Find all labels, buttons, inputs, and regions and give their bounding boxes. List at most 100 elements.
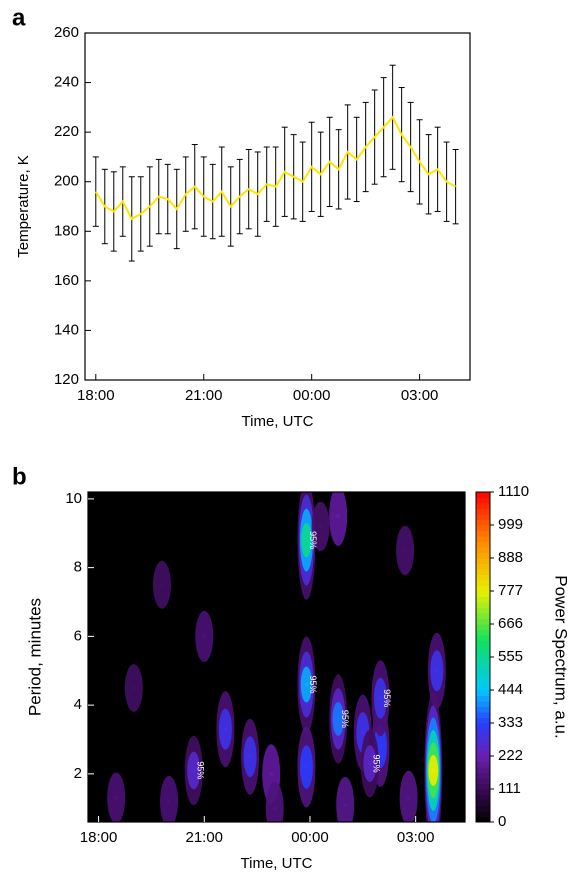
colorbar-step xyxy=(476,602,490,608)
y-tick-label: 220 xyxy=(54,123,79,140)
contour-level xyxy=(160,775,179,822)
colorbar-step xyxy=(476,679,490,685)
colorbar-tick-label: 0 xyxy=(498,813,506,830)
y-axis-label: Period, minutes xyxy=(25,598,44,716)
series xyxy=(92,64,459,262)
power-peak xyxy=(378,744,383,749)
colorbar-step xyxy=(476,761,490,768)
power-peak xyxy=(114,795,119,800)
power-peak xyxy=(378,696,383,701)
power-peak xyxy=(318,524,323,529)
y-tick-label: 6 xyxy=(74,627,82,644)
y-tick-label: 10 xyxy=(65,490,82,507)
power-peak xyxy=(360,730,365,735)
colorbar-step xyxy=(476,503,490,509)
panel-label: a xyxy=(12,4,26,31)
x-tick-label: 18:00 xyxy=(77,387,115,404)
significance-label: 95% xyxy=(371,755,381,773)
plot-background xyxy=(85,33,470,380)
y-tick-label: 8 xyxy=(74,559,82,576)
colorbar-step xyxy=(476,580,490,586)
colorbar-step xyxy=(476,662,490,669)
power-peak xyxy=(403,548,408,553)
colorbar-step xyxy=(476,541,490,548)
colorbar-step xyxy=(476,585,490,592)
colorbar-step xyxy=(476,651,490,658)
significance-label: 95% xyxy=(382,689,392,707)
colorbar-tick-label: 333 xyxy=(498,714,523,731)
y-tick-label: 2 xyxy=(74,765,82,782)
power-peak xyxy=(223,727,228,732)
x-tick-label: 03:00 xyxy=(397,829,435,846)
power-peak xyxy=(269,771,274,776)
y-tick-label: 140 xyxy=(54,321,79,338)
colorbar-tick-label: 666 xyxy=(498,615,523,632)
colorbar-step xyxy=(476,530,490,537)
colorbar-step xyxy=(476,668,490,674)
colorbar-step xyxy=(476,536,490,542)
colorbar-step xyxy=(476,794,490,801)
colorbar-tick-label: 444 xyxy=(498,681,523,698)
colorbar-tick-label: 999 xyxy=(498,516,523,533)
power-peak xyxy=(431,768,436,773)
colorbar-step xyxy=(476,613,490,619)
temperature-line xyxy=(94,115,457,221)
colorbar-tick-label: 111 xyxy=(498,780,521,797)
power-peak xyxy=(131,685,136,690)
colorbar-step xyxy=(476,673,490,680)
significance-label: 95% xyxy=(308,531,318,549)
colorbar-step xyxy=(476,739,490,746)
colorbar-step xyxy=(476,690,490,696)
colorbar-step xyxy=(476,514,490,520)
y-tick-label: 120 xyxy=(54,371,79,388)
colorbar-step xyxy=(476,717,490,724)
power-peak xyxy=(304,765,309,769)
colorbar-step xyxy=(476,811,490,817)
y-tick-label: 200 xyxy=(54,173,79,190)
y-tick-label: 260 xyxy=(54,24,79,41)
colorbar-step xyxy=(476,508,490,515)
contour-level xyxy=(265,781,284,822)
colorbar-step xyxy=(476,547,490,553)
colorbar-step xyxy=(476,558,490,564)
power-peak xyxy=(248,754,253,759)
colorbar-step xyxy=(476,805,490,812)
colorbar-step xyxy=(476,684,490,691)
colorbar-step xyxy=(476,497,490,504)
power-peak xyxy=(304,538,309,543)
colorbar-step xyxy=(476,789,490,795)
colorbar-step xyxy=(476,756,490,762)
colorbar-step xyxy=(476,492,490,498)
x-tick-label: 21:00 xyxy=(185,387,223,404)
colorbar-step xyxy=(476,778,490,784)
colorbar-step xyxy=(476,640,490,647)
colorbar-step xyxy=(476,695,490,702)
colorbar-step xyxy=(476,618,490,625)
power-peak xyxy=(304,682,309,687)
colorbar-step xyxy=(476,783,490,790)
colorbar-tick-label: 888 xyxy=(498,549,523,566)
colorbar-step xyxy=(476,816,490,823)
x-axis-label: Time, UTC xyxy=(242,413,314,430)
x-tick-label: 00:00 xyxy=(291,829,329,846)
colorbar-tick-label: 1110 xyxy=(498,483,529,500)
power-peak xyxy=(367,761,372,766)
colorbar-step xyxy=(476,706,490,713)
colorbar-step xyxy=(476,607,490,614)
colorbar-step xyxy=(476,569,490,575)
colorbar-step xyxy=(476,591,490,597)
contour-level xyxy=(329,492,348,546)
power-peak xyxy=(272,806,277,811)
colorbar-step xyxy=(476,745,490,751)
power-peak xyxy=(202,634,207,639)
plot-frame xyxy=(84,32,471,381)
x-tick-label: 18:00 xyxy=(80,829,118,846)
colorbar-step xyxy=(476,800,490,806)
significance-label: 95% xyxy=(308,675,318,693)
power-peak xyxy=(191,768,196,773)
colorbar-tick-label: 555 xyxy=(498,648,523,665)
colorbar-step xyxy=(476,574,490,581)
colorbar-tick-label: 222 xyxy=(498,747,523,764)
significance-label: 95% xyxy=(195,761,205,779)
